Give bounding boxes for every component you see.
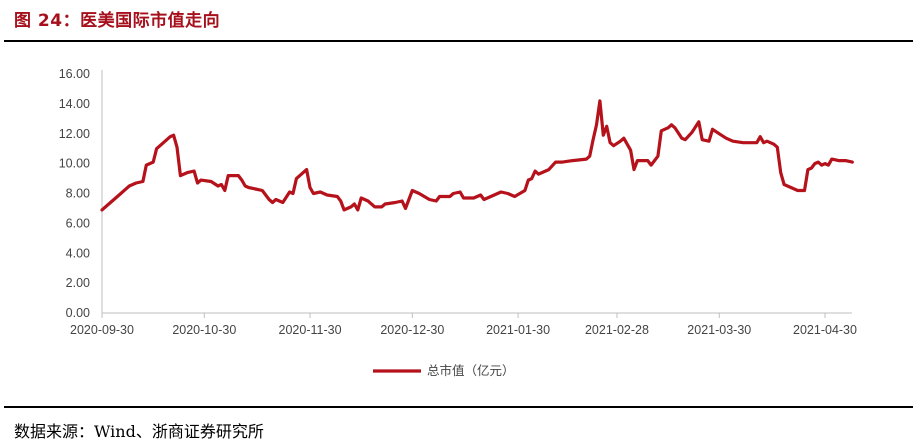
x-axis: 2020-09-30 2020-10-30 2020-11-30 2020-12-30…: [70, 312, 857, 337]
y-tick-label: 14.00: [59, 97, 90, 111]
y-tick-label: 4.00: [66, 246, 90, 260]
y-tick-label: 12.00: [59, 127, 90, 141]
bottom-rule: [4, 406, 913, 408]
y-tick-label: 2.00: [66, 276, 90, 290]
x-tick-label: 2021-04-30: [793, 323, 857, 337]
x-tick-label: 2020-12-30: [380, 323, 444, 337]
legend: 总市值（亿元）: [373, 363, 515, 378]
y-tick-label: 0.00: [66, 306, 90, 320]
y-tick-label: 6.00: [66, 216, 90, 230]
y-axis: 0.00 2.00 4.00 6.00 8.00 10.00 12.00 14.00 16.00: [59, 67, 103, 320]
x-tick-label: 2020-10-30: [172, 323, 236, 337]
series-layer: [100, 99, 854, 212]
x-tick-label: 2020-09-30: [70, 323, 134, 337]
top-rule: [4, 40, 913, 42]
x-tick-label: 2020-11-30: [279, 323, 342, 337]
legend-label: 总市值（亿元）: [427, 363, 515, 378]
x-tick-label: 2021-02-28: [585, 323, 649, 337]
series-line-market-cap: [100, 99, 854, 212]
data-source: 数据来源：Wind、浙商证券研究所: [14, 422, 264, 441]
x-tick-label: 2021-03-30: [687, 323, 751, 337]
y-tick-label: 16.00: [59, 67, 90, 81]
y-tick-label: 10.00: [59, 157, 90, 171]
x-tick-label: 2021-01-30: [486, 323, 550, 337]
y-tick-label: 8.00: [66, 187, 90, 201]
figure-title: 图 24：医美国际市值走向: [14, 11, 221, 31]
